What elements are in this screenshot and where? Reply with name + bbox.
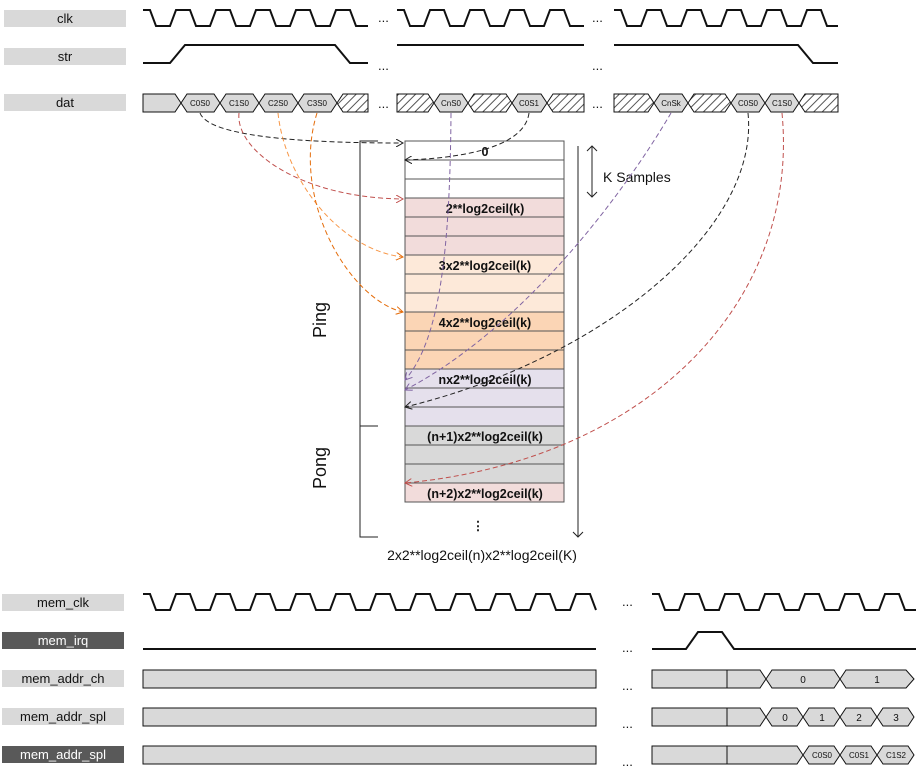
memory-table	[404, 140, 565, 503]
mem-row-label-5: (n+1)x2**log2ceil(k)	[427, 430, 543, 444]
arrow-cns0-to-row4	[405, 112, 452, 380]
ellipsis-clk-2: ...	[592, 10, 603, 25]
k-samples-arrow	[586, 145, 598, 198]
str-waveform-3	[614, 44, 838, 64]
signal-label-mem-addr-spl-2: mem_addr_spl	[2, 746, 124, 763]
svg-text:mem_addr_ch: mem_addr_ch	[21, 671, 104, 686]
mem-vertical-dots: ⋮	[472, 519, 485, 533]
mem-addr-spl2-value-2: C1S2	[886, 751, 907, 760]
arrow-c1s0-to-row1	[238, 112, 403, 199]
dat-bus-2	[396, 93, 585, 113]
mem-irq-waveform-2	[652, 631, 916, 650]
arrow-c2s0-to-row2	[277, 112, 403, 257]
dat-bus-value-5: CnS0	[441, 99, 462, 108]
mem-row-label-1: 2**log2ceil(k)	[446, 202, 525, 216]
signal-label-mem-irq: mem_irq	[2, 632, 124, 649]
ellipsis-dat-2: ...	[592, 96, 603, 111]
pong-label: Pong	[310, 447, 330, 489]
arrow-c0s1-to-row0b	[405, 112, 530, 160]
dat-bus-value-2: C1S0	[229, 99, 250, 108]
ellipsis-mem-clk: ...	[622, 594, 633, 609]
total-range-arrow	[572, 146, 584, 538]
dat-bus-value-4: C3S0	[307, 99, 328, 108]
mem-row-label-2: 3x2**log2ceil(k)	[439, 259, 531, 273]
arrow-c1s0b-to-row5	[405, 112, 784, 483]
dat-bus-value-6: C0S1	[519, 99, 540, 108]
dat-bus-1	[142, 93, 369, 113]
arrow-c0s0-to-row0	[199, 112, 403, 143]
mem-row-label-3: 4x2**log2ceil(k)	[439, 316, 531, 330]
mem-addr-spl-value-2: 2	[856, 713, 862, 724]
ellipsis-str-2: ...	[592, 58, 603, 73]
svg-text:dat: dat	[56, 95, 74, 110]
ellipsis-str-1: ...	[378, 58, 389, 73]
svg-text:str: str	[58, 49, 73, 64]
svg-text:mem_clk: mem_clk	[37, 595, 90, 610]
signal-label-mem-addr-ch: mem_addr_ch	[2, 670, 124, 687]
arrow-c0s0b-to-row4c	[405, 112, 750, 407]
clk-waveform-3	[614, 9, 838, 27]
mem-clk-waveform-2	[652, 593, 916, 611]
mem-addr-spl-value-1: 1	[819, 713, 825, 724]
mem-addr-ch-value-0: 0	[800, 675, 806, 686]
arrow-cnsk-to-row4b	[405, 112, 672, 390]
mem-addr-ch-value-1: 1	[874, 675, 880, 686]
mem-addr-spl-value-0: 0	[782, 713, 788, 724]
signal-label-clk: clk	[4, 10, 126, 27]
signal-label-mem-clk: mem_clk	[2, 594, 124, 611]
ellipsis-mem-addr-spl2: ...	[622, 754, 633, 769]
ellipsis-mem-irq: ...	[622, 640, 633, 655]
dat-bus-3	[613, 93, 839, 113]
str-waveform-1	[143, 44, 368, 64]
svg-text:clk: clk	[57, 11, 73, 26]
ping-label: Ping	[310, 302, 330, 338]
dat-bus-value-9: C1S0	[772, 99, 793, 108]
dat-bus-value-8: C0S0	[738, 99, 759, 108]
ellipsis-mem-addr-spl: ...	[622, 716, 633, 731]
signal-label-dat: dat	[4, 94, 126, 111]
svg-text:mem_irq: mem_irq	[38, 633, 89, 648]
mem-addr-spl2-bus	[142, 745, 915, 765]
clk-waveform-2	[397, 9, 584, 27]
total-size-label: 2x2**log2ceil(n)x2**log2ceil(K)	[387, 547, 577, 563]
dat-bus-value-3: C2S0	[268, 99, 289, 108]
mem-addr-spl-value-3: 3	[893, 713, 899, 724]
mem-addr-spl2-value-1: C0S1	[849, 751, 870, 760]
dat-bus-value-7: CnSk	[661, 99, 682, 108]
mem-row-label-4: nx2**log2ceil(k)	[438, 373, 531, 387]
mem-clk-waveform-1	[143, 593, 597, 611]
ping-pong-bracket	[359, 140, 378, 538]
mem-addr-spl2-value-0: C0S0	[812, 751, 833, 760]
dat-bus-value-1: C0S0	[190, 99, 211, 108]
ellipsis-mem-addr-ch: ...	[622, 678, 633, 693]
arrow-c3s0-to-row3	[309, 112, 403, 312]
clk-waveform-1	[143, 9, 368, 27]
signal-label-str: str	[4, 48, 126, 65]
svg-text:mem_addr_spl: mem_addr_spl	[20, 709, 106, 724]
k-samples-label: K Samples	[603, 169, 671, 185]
mem-addr-spl-bus	[142, 707, 915, 727]
signal-label-mem-addr-spl: mem_addr_spl	[2, 708, 124, 725]
svg-text:mem_addr_spl: mem_addr_spl	[20, 747, 106, 762]
mem-addr-ch-bus	[142, 669, 915, 689]
ellipsis-dat-1: ...	[378, 96, 389, 111]
mem-row-label-0: 0	[482, 145, 489, 159]
mem-row-label-6: (n+2)x2**log2ceil(k)	[427, 487, 543, 501]
ellipsis-clk-1: ...	[378, 10, 389, 25]
